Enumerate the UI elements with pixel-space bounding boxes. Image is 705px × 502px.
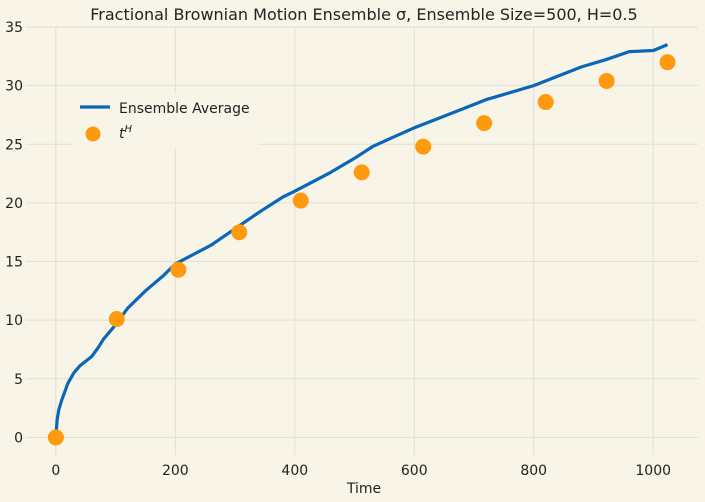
x-tick-label: 200	[162, 463, 189, 479]
y-tick-label: 10	[5, 313, 23, 329]
data-point-t-h	[476, 115, 493, 132]
y-tick-label: 0	[14, 430, 23, 446]
x-tick-label: 600	[401, 463, 428, 479]
data-point-t-h	[353, 164, 370, 181]
data-point-t-h	[108, 310, 125, 327]
y-tick-label: 20	[5, 196, 23, 212]
x-tick-label: 0	[51, 463, 60, 479]
x-tick-label: 1000	[635, 463, 671, 479]
series-line-ensemble-average	[54, 43, 669, 438]
y-tick-label: 25	[5, 137, 23, 153]
y-tick-label: 35	[5, 20, 23, 36]
legend: Ensemble Average tH	[72, 93, 258, 149]
data-point-t-h	[170, 261, 187, 278]
data-point-t-h	[537, 94, 554, 111]
x-tick-label: 800	[520, 463, 547, 479]
series-layer	[47, 43, 676, 446]
data-point-t-h	[415, 138, 432, 155]
x-axis-label: Time	[346, 481, 381, 497]
data-point-t-h	[598, 72, 615, 89]
data-point-t-h	[47, 429, 64, 446]
data-point-t-h	[292, 192, 309, 209]
tick-labels: 0 200 400 600 800 1000 0 5 10 15 20 25 30 35	[5, 20, 671, 479]
y-tick-label: 30	[5, 79, 23, 95]
x-tick-label: 400	[281, 463, 308, 479]
legend-box	[72, 93, 258, 149]
data-point-t-h	[231, 224, 248, 241]
chart-title: Fractional Brownian Motion Ensemble σ, E…	[90, 5, 637, 24]
legend-dot-marker	[85, 126, 101, 142]
y-tick-label: 5	[14, 372, 23, 388]
legend-label-t-h: tH	[119, 124, 133, 142]
data-point-t-h	[659, 54, 676, 71]
legend-label-ensemble-average: Ensemble Average	[119, 101, 250, 117]
y-tick-label: 15	[5, 255, 23, 271]
